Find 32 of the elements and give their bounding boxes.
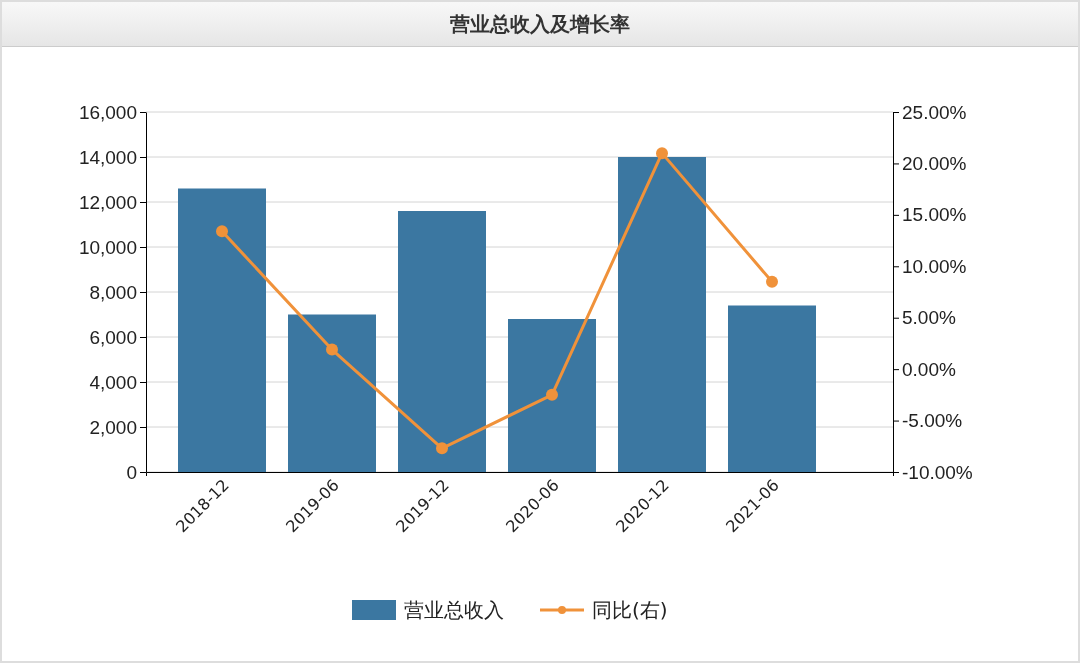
chart-title: 营业总收入及增长率 — [2, 2, 1078, 47]
y2-tick-label: 0.00% — [902, 358, 956, 380]
y-tick-label: 14,000 — [78, 146, 137, 168]
legend-label: 同比(右) — [592, 598, 668, 622]
y-tick-label: 2,000 — [89, 416, 137, 438]
y2-tick-label: 20.00% — [902, 153, 967, 175]
point — [216, 225, 228, 238]
bar — [618, 157, 706, 472]
bar — [288, 314, 376, 472]
y-tick-label: 4,000 — [89, 371, 137, 393]
y-tick-label: 16,000 — [78, 101, 137, 123]
point — [656, 147, 668, 160]
y2-tick-label: 25.00% — [902, 101, 967, 123]
bar — [178, 188, 266, 472]
bar — [728, 305, 816, 472]
bar — [398, 211, 486, 472]
y-tick-label: 12,000 — [78, 191, 137, 213]
y-tick-label: 6,000 — [89, 326, 137, 348]
y2-tick-label: 5.00% — [902, 307, 956, 329]
y2-tick-label: 15.00% — [902, 204, 967, 226]
bar — [508, 319, 596, 472]
y-tick-label: 8,000 — [89, 281, 137, 303]
point — [436, 442, 448, 455]
point — [326, 343, 338, 356]
y2-tick-label: -10.00% — [902, 461, 973, 483]
point — [766, 275, 778, 288]
legend-label: 营业总收入 — [404, 598, 504, 622]
y-tick-label: 10,000 — [78, 236, 137, 258]
y-tick-label: 0 — [126, 461, 137, 483]
y2-tick-label: 10.00% — [902, 255, 967, 277]
y2-tick-label: -5.00% — [902, 410, 963, 432]
point — [546, 388, 558, 401]
